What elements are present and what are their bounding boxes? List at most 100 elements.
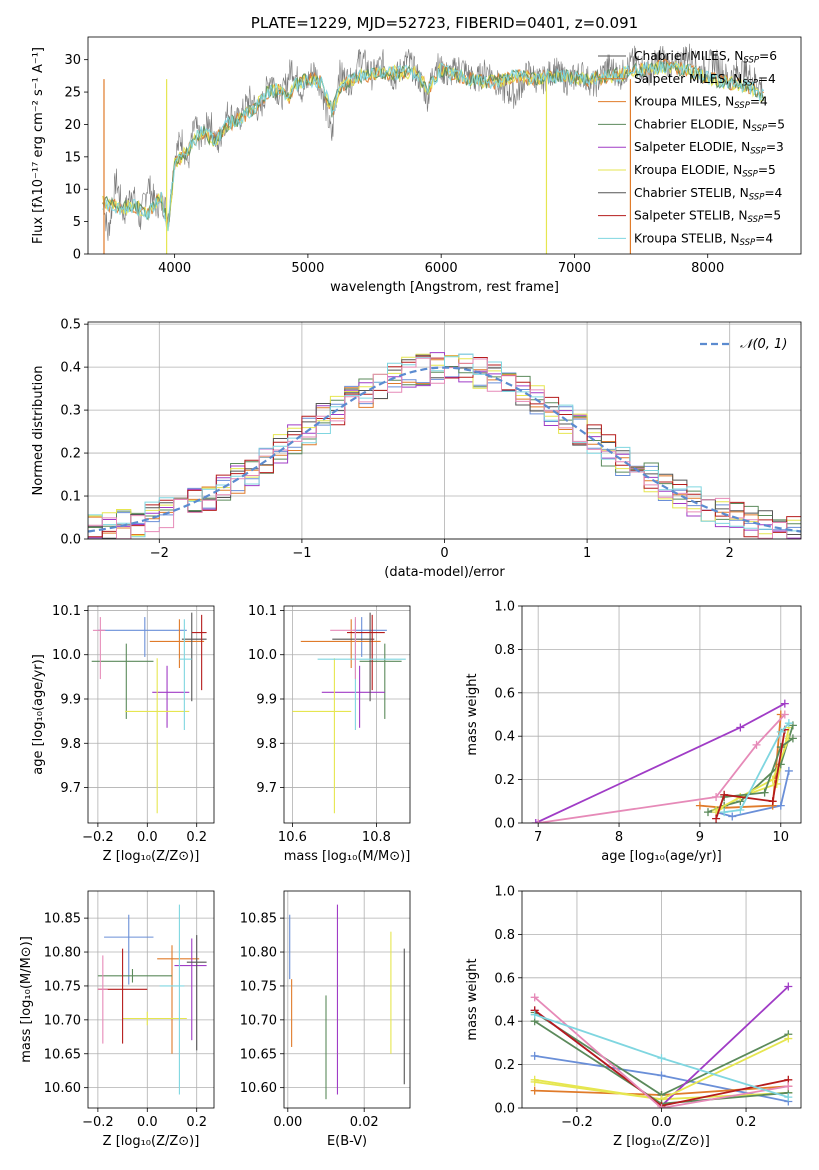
x-tick-label: −0.2 — [561, 1115, 593, 1130]
y-tick-label: 0.3 — [60, 404, 81, 419]
x-axis-label: age [log₁₀(age/yr)] — [601, 849, 722, 864]
y-tick-label: 1.0 — [494, 885, 515, 900]
weight-marker — [768, 797, 777, 806]
weight-marker — [784, 1034, 793, 1043]
weight-marker — [736, 805, 745, 814]
axes-frame — [87, 890, 215, 1109]
y-tick-label: 10 — [64, 183, 81, 198]
y-tick-label: 0 — [73, 248, 81, 263]
y-tick-label: 0.0 — [494, 817, 515, 832]
y-tick-label: 0.4 — [494, 730, 515, 745]
gaussian-curve — [88, 366, 801, 533]
x-tick-label: −0.2 — [82, 1115, 114, 1130]
weight-marker — [760, 788, 769, 797]
weight-marker — [712, 792, 721, 801]
weight-marker — [784, 1082, 793, 1091]
x-tick-label: 7000 — [558, 261, 591, 276]
y-tick-label: 0.2 — [494, 1058, 515, 1073]
y-tick-label: 10.0 — [52, 648, 81, 663]
axes-frame — [521, 605, 802, 824]
x-tick-label: 0.00 — [273, 1115, 302, 1130]
y-tick-label: 0.5 — [60, 318, 81, 333]
weight-line — [715, 738, 790, 811]
weight-marker — [780, 699, 789, 708]
x-axis-label: (data-model)/error — [384, 565, 505, 580]
y-tick-label: 0.8 — [494, 928, 515, 943]
x-axis-label: Z [log₁₀(Z/Z⊙)] — [103, 849, 200, 864]
y-tick-label: 10.60 — [44, 1081, 81, 1096]
x-tick-label: −1 — [292, 546, 311, 561]
y-tick-label: 10.1 — [248, 604, 277, 619]
weight-marker — [695, 801, 704, 810]
weight-marker — [776, 727, 785, 736]
weight-marker — [780, 710, 789, 719]
weight-marker — [720, 790, 729, 799]
weight-marker — [530, 1077, 539, 1086]
y-tick-label: 10.1 — [52, 604, 81, 619]
y-tick-label: 10.0 — [248, 648, 277, 663]
weight-line — [715, 729, 786, 819]
y-tick-label: 10.70 — [240, 1013, 277, 1028]
legend-entry: 𝒩(0, 1) — [740, 337, 787, 352]
weight-line — [538, 713, 786, 823]
weight-marker — [784, 766, 793, 775]
x-tick-label: −0.2 — [82, 830, 114, 845]
weight-marker — [657, 1071, 666, 1080]
y-tick-label: 10.85 — [44, 912, 81, 927]
legend-entry: Chabrier ELODIE, NSSP=5 — [634, 117, 785, 134]
y-axis-label: age [log₁₀(age/yr)] — [31, 654, 46, 775]
x-tick-label: 1 — [583, 546, 591, 561]
errorbar-points — [97, 904, 207, 1095]
weight-series — [531, 699, 797, 823]
mass-vs-ebv-panel: 0.00 0.02 10.60 10.65 10.70 10.75 10.80 10.85 E(… — [240, 890, 411, 1149]
weight-marker — [712, 814, 721, 823]
legend-entry: Salpeter STELIB, NSSP=5 — [634, 209, 781, 226]
y-tick-label: 10.85 — [240, 912, 277, 927]
x-axis-label: Z [log₁₀(Z/Z⊙)] — [103, 1134, 200, 1149]
errorbar-points — [292, 612, 406, 814]
weight-marker — [728, 812, 737, 821]
weight-line — [724, 737, 794, 798]
x-tick-label: 8 — [615, 830, 623, 845]
x-tick-label: 7 — [534, 830, 542, 845]
y-tick-label: 10.80 — [44, 946, 81, 961]
x-tick-label: 0.2 — [186, 1115, 207, 1130]
y-tick-label: 0.6 — [494, 686, 515, 701]
axes-frame — [87, 605, 215, 824]
weight-marker — [530, 1086, 539, 1095]
spectrum-lines — [102, 43, 765, 254]
legend-entry: Chabrier MILES, NSSP=6 — [634, 49, 777, 66]
y-axis-label: mass [log₁₀(M/M⊙)] — [19, 936, 34, 1063]
y-tick-label: 10.80 — [240, 946, 277, 961]
legend-entry: Kroupa ELODIE, NSSP=5 — [634, 163, 776, 180]
mass-weight-vs-age-panel: 7 8 9 10 0.0 0.2 0.4 0.6 0.8 1.0 age [log₁₀(age/yr… — [465, 600, 802, 864]
y-tick-label: 9.9 — [256, 693, 277, 708]
x-tick-label: 6000 — [425, 261, 458, 276]
y-tick-label: 0.0 — [494, 1102, 515, 1117]
legend-entry: Kroupa STELIB, NSSP=4 — [634, 231, 773, 248]
y-tick-label: 10.60 — [240, 1081, 277, 1096]
y-tick-label: 10.75 — [240, 979, 277, 994]
x-tick-label: 5000 — [291, 261, 324, 276]
y-tick-label: 0.4 — [60, 361, 81, 376]
weight-marker — [531, 819, 540, 823]
spectrum-legend: Chabrier MILES, NSSP=6 Salpeter MILES, NS… — [598, 49, 785, 248]
residual-histogram-panel: −2 −1 0 1 2 0.0 0.1 0.2 0.3 0.4 0.5 (data-model)/er… — [31, 318, 802, 580]
errorbar-points — [91, 612, 207, 814]
y-tick-label: 10.70 — [44, 1013, 81, 1028]
y-axis-label: Normed distribution — [31, 366, 46, 496]
x-tick-label: 9 — [696, 830, 704, 845]
weight-marker — [530, 1051, 539, 1060]
weight-marker — [784, 719, 793, 728]
errorbar-points — [289, 904, 405, 1100]
weight-marker — [784, 982, 793, 991]
x-axis-label: wavelength [Angstrom, rest frame] — [330, 280, 559, 295]
x-tick-label: 2 — [726, 546, 734, 561]
weight-marker — [704, 808, 712, 817]
y-tick-label: 9.9 — [60, 693, 81, 708]
y-tick-label: 10.75 — [44, 979, 81, 994]
x-tick-label: 0.2 — [186, 830, 207, 845]
weight-marker — [657, 1054, 666, 1063]
x-tick-label: 0.02 — [350, 1115, 379, 1130]
x-tick-label: 10.8 — [362, 830, 391, 845]
